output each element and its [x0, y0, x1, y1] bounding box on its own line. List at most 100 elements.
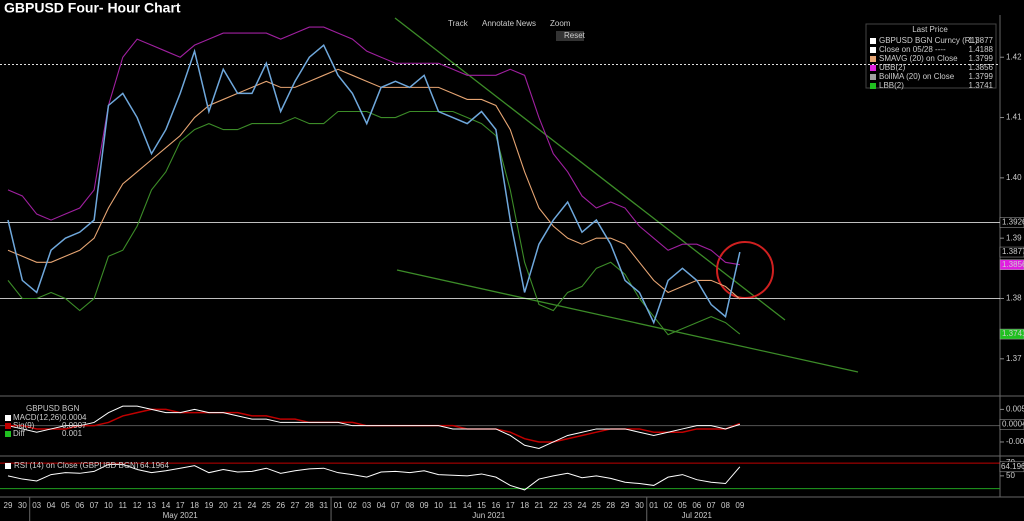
x-tick-label: 28	[305, 501, 314, 510]
month-label: Jun 2021	[472, 511, 505, 520]
rsi-value: 64.1964	[140, 461, 169, 470]
trendline	[394, 17, 786, 321]
legend-label: SMAVG (20) on Close	[879, 54, 958, 63]
highlight-circle	[716, 241, 774, 299]
legend-swatch	[5, 415, 11, 421]
legend-label: Close on 05/28 ----	[879, 45, 946, 54]
x-tick-label: 20	[219, 501, 228, 510]
x-tick-label: 05	[61, 501, 70, 510]
x-tick-label: 16	[491, 501, 500, 510]
legend-value: 0.0004	[62, 413, 87, 422]
macd-line	[7, 405, 741, 450]
lbb-line	[7, 110, 741, 336]
rsi-line	[7, 463, 741, 491]
y-tick-label: 1.38	[1006, 294, 1022, 303]
x-tick-label: 23	[563, 501, 572, 510]
x-tick-label: 10	[104, 501, 113, 510]
x-tick-label: 07	[391, 501, 400, 510]
y-tick-label: 1.39	[1006, 233, 1022, 242]
legend-value: 0.0007	[62, 421, 87, 430]
x-tick-label: 08	[721, 501, 730, 510]
rsi-badge-label: 64.1964	[1001, 462, 1024, 471]
x-tick-label: 13	[147, 501, 156, 510]
legend-label: UBB(2)	[879, 63, 906, 72]
legend-swatch	[5, 423, 11, 429]
legend-label: Diff	[13, 429, 26, 438]
legend-value: 1.3877	[969, 36, 994, 45]
x-tick-label: 06	[75, 501, 84, 510]
x-tick-label: 07	[90, 501, 99, 510]
x-tick-label: 03	[362, 501, 371, 510]
x-tick-label: 18	[190, 501, 199, 510]
legend-label: Sig(9)	[13, 421, 35, 430]
x-tick-label: 31	[319, 501, 328, 510]
x-tick-label: 19	[204, 501, 213, 510]
y-tick-label: 1.41	[1006, 113, 1022, 122]
x-tick-label: 30	[18, 501, 27, 510]
legend-label: MACD(12,26)	[13, 413, 62, 422]
reset-button[interactable]	[556, 31, 584, 41]
x-tick-label: 27	[291, 501, 300, 510]
x-tick-label: 14	[161, 501, 170, 510]
y-tick-label: 1.40	[1006, 173, 1022, 182]
x-tick-label: 09	[420, 501, 429, 510]
x-tick-label: 02	[348, 501, 357, 510]
x-tick-label: 14	[463, 501, 472, 510]
legend-value: 1.3741	[969, 81, 994, 90]
price-badge-label: 1.3877	[1002, 247, 1024, 256]
x-tick-label: 15	[477, 501, 486, 510]
sma-line	[7, 68, 741, 300]
legend-value: 1.3799	[969, 72, 994, 81]
x-tick-label: 24	[578, 501, 587, 510]
trendline	[396, 269, 859, 373]
x-tick-label: 28	[606, 501, 615, 510]
rsi-badge	[999, 461, 1024, 473]
x-tick-label: 02	[664, 501, 673, 510]
x-tick-label: 29	[4, 501, 13, 510]
legend-swatch	[5, 463, 11, 469]
month-label: May 2021	[163, 511, 199, 520]
legend-swatch	[870, 56, 876, 62]
toolbar-item[interactable]: News	[516, 19, 536, 28]
x-tick-label: 05	[678, 501, 687, 510]
y-tick-label: 1.37	[1006, 354, 1022, 363]
x-tick-label: 04	[377, 501, 386, 510]
legend-swatch	[870, 38, 876, 44]
legend-value: 1.3799	[969, 54, 994, 63]
price-badge-label: 1.3926	[1002, 218, 1024, 227]
y-tick-label: 0.005	[1006, 405, 1024, 414]
x-tick-label: 11	[119, 501, 128, 510]
x-tick-label: 09	[735, 501, 744, 510]
x-tick-label: 24	[247, 501, 256, 510]
toolbar-item[interactable]: Annotate	[482, 19, 515, 28]
legend-swatch	[870, 83, 876, 89]
macd-badge	[999, 419, 1024, 430]
toolbar-item[interactable]: Track	[448, 19, 469, 28]
price-badge	[999, 246, 1024, 258]
legend-label: BollMA (20) on Close	[879, 72, 955, 81]
macd-title: GBPUSD BGN	[26, 404, 80, 413]
y-tick-label: 1.42	[1006, 52, 1022, 61]
legend-title: Last Price	[912, 25, 948, 34]
x-tick-label: 04	[47, 501, 56, 510]
x-tick-label: 25	[592, 501, 601, 510]
macd-badge-label: 0.0004	[1002, 419, 1024, 428]
reset-label[interactable]: Reset	[564, 31, 586, 40]
legend-swatch	[870, 65, 876, 71]
legend-value: 1.3856	[969, 63, 994, 72]
legend-value: 0.001	[62, 429, 83, 438]
x-tick-label: 25	[262, 501, 271, 510]
toolbar-item[interactable]: Zoom	[550, 19, 571, 28]
legend-swatch	[870, 74, 876, 80]
x-tick-label: 30	[635, 501, 644, 510]
price-badge	[999, 259, 1024, 270]
month-label: Jul 2021	[682, 511, 713, 520]
x-tick-label: 18	[520, 501, 529, 510]
price-badge	[999, 328, 1024, 340]
legend-label: GBPUSD BGN Curncy (R1)	[879, 36, 978, 45]
legend-label: LBB(2)	[879, 81, 904, 90]
y-tick-label: 50	[1006, 471, 1015, 480]
legend-swatch	[5, 431, 11, 437]
legend-value: 1.4188	[969, 45, 994, 54]
